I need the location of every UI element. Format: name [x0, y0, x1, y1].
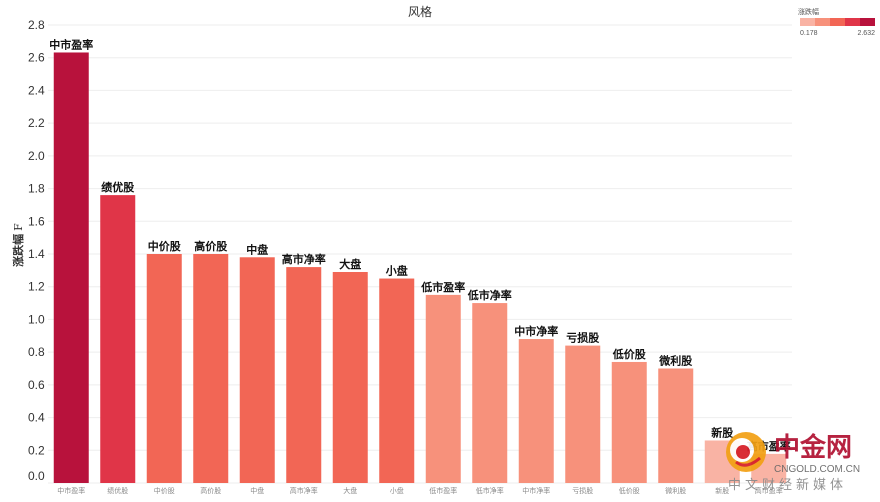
- bar-value-label: 中市净率: [514, 324, 558, 338]
- bar-value-label: 中价股: [148, 239, 182, 253]
- chart-title: 风格: [408, 4, 432, 19]
- y-tick-label: 0.4: [28, 411, 45, 425]
- watermark-logo-icon: [726, 432, 766, 472]
- bar-value-label: 低价股: [612, 347, 647, 361]
- y-tick-label: 2.0: [28, 149, 45, 163]
- bar-value-label: 大盘: [339, 257, 361, 271]
- y-axis-label-text: 涨跌幅: [11, 234, 25, 267]
- bar: [472, 303, 508, 483]
- y-tick-label: 1.4: [28, 247, 45, 261]
- bar-value-label: 小盘: [385, 264, 408, 278]
- bar: [100, 195, 136, 483]
- bar-value-label: 绩优股: [101, 180, 135, 194]
- bar-value-label: 亏损股: [566, 331, 600, 345]
- y-tick-label: 2.6: [28, 51, 45, 65]
- legend-swatch: [815, 18, 830, 26]
- y-tick-label: 0.6: [28, 378, 45, 392]
- x-tick-label: 微利股: [665, 486, 686, 495]
- x-tick-label: 低市净率: [476, 486, 504, 495]
- legend-swatches: [800, 18, 875, 26]
- bar: [565, 345, 601, 483]
- legend-swatch: [800, 18, 815, 26]
- legend-max-label: 2.632: [857, 30, 875, 37]
- bar: [425, 294, 461, 483]
- y-axis-label: 涨跌幅 F: [11, 223, 25, 267]
- y-tick-label: 1.8: [28, 182, 45, 196]
- bar: [146, 254, 182, 483]
- color-legend: 涨跌幅 0.178 2.632: [798, 7, 875, 37]
- bar: [332, 271, 368, 483]
- x-tick-label: 中市净率: [522, 486, 550, 495]
- bar-value-label: 高价股: [194, 239, 228, 253]
- bar: [658, 368, 694, 483]
- y-tick-label: 1.0: [28, 312, 45, 326]
- bar-value-label: 高市净率: [282, 252, 326, 266]
- x-tick-label: 低价股: [619, 486, 640, 495]
- bar-value-label: 微利股: [658, 354, 693, 368]
- bar: [379, 278, 415, 483]
- x-tick-label: 小盘: [390, 486, 404, 495]
- watermark-sub-text: 中文财经新媒体: [728, 477, 847, 493]
- x-tick-label: 高市盈率: [755, 486, 783, 495]
- x-tick-label: 亏损股: [572, 486, 593, 495]
- x-tick-label: 高价股: [200, 486, 221, 495]
- y-tick-label: 1.6: [28, 214, 45, 228]
- bar-value-label: 中盘: [246, 242, 268, 256]
- bar: [286, 267, 322, 483]
- bar-value-label: 中市盈率: [49, 37, 93, 51]
- x-tick-label: 低市盈率: [429, 486, 457, 495]
- watermark: 中金网 CNGOLD.COM.CN 中文财经新媒体: [726, 432, 860, 493]
- bar: [611, 361, 647, 483]
- x-tick-label: 中盘: [250, 486, 264, 495]
- legend-title: 涨跌幅: [798, 7, 819, 16]
- bar: [518, 339, 554, 483]
- x-tick-label: 中价股: [154, 486, 175, 495]
- bar-value-label: 新股: [711, 425, 734, 439]
- y-axis-ticks: 0.0 0.2 0.4 0.6 0.8 1.0 1.2 1.4 1.6 1.8 2.0 2.2 2.4 2…: [28, 18, 45, 483]
- y-tick-label: 0.8: [28, 345, 45, 359]
- y-tick-label: 0.0: [28, 469, 45, 483]
- x-tick-label: 中市盈率: [57, 486, 85, 495]
- x-tick-label: 高市净率: [290, 486, 318, 495]
- bars: [53, 52, 787, 483]
- x-tick-label: 绩优股: [107, 486, 128, 495]
- y-tick-label: 2.4: [28, 83, 45, 97]
- legend-swatch: [860, 18, 875, 26]
- bar-value-label: 低市盈率: [420, 280, 465, 294]
- y-tick-label: 1.2: [28, 280, 45, 294]
- y-tick-label: 2.2: [28, 116, 45, 130]
- watermark-main-text: 中金网: [774, 432, 852, 463]
- legend-swatch: [845, 18, 860, 26]
- bar: [193, 254, 229, 483]
- legend-swatch: [830, 18, 845, 26]
- bar: [239, 257, 275, 483]
- x-tick-label: 新股: [715, 486, 729, 495]
- bar: [53, 52, 89, 483]
- bar-value-label: 低市净率: [467, 288, 512, 302]
- y-tick-label: 0.2: [28, 443, 45, 457]
- watermark-url-text: CNGOLD.COM.CN: [774, 464, 860, 475]
- y-axis-label-suffix: F: [12, 223, 25, 231]
- legend-min-label: 0.178: [800, 30, 818, 37]
- x-tick-label: 大盘: [343, 486, 357, 495]
- y-tick-label: 2.8: [28, 18, 45, 32]
- x-axis-ticks: 中市盈率 绩优股 中价股 高价股 中盘 高市净率 大盘 小盘 低市盈率 低市净率 中市净率 亏损股 低价…: [57, 486, 783, 495]
